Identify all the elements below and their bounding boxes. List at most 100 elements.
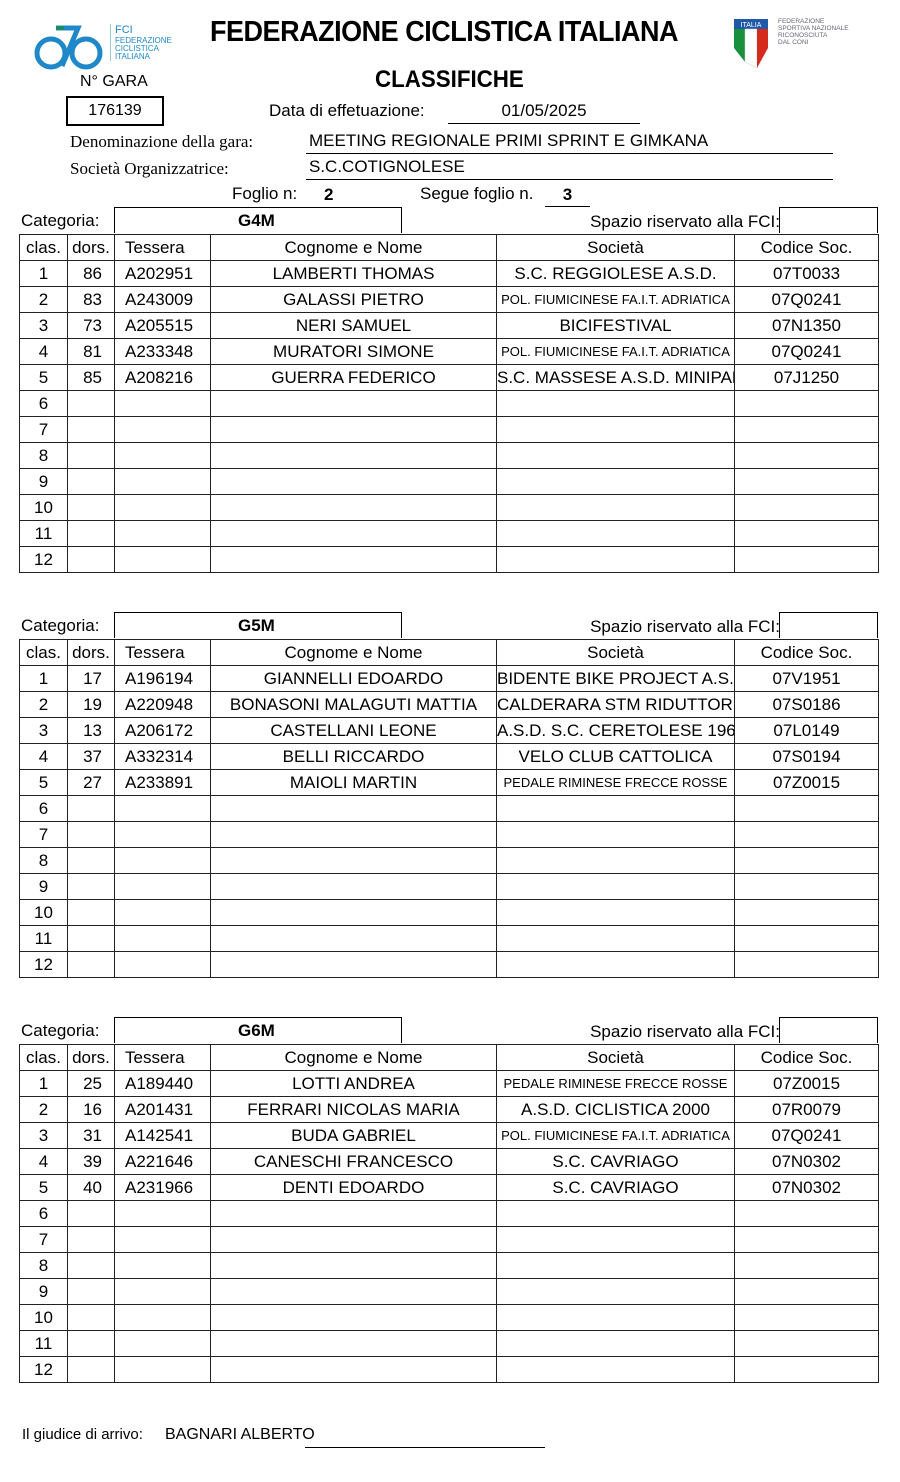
cell-rider-name (210, 1252, 497, 1279)
table-row: 2 19 A220948 BONASONI MALAGUTI MATTIA CALDER… (19, 691, 879, 718)
cell-bib: 85 (67, 364, 115, 391)
cell-license: A231966 (114, 1174, 211, 1201)
table-header: clas. dors. Tessera Cognome e Nome Società Co… (19, 639, 879, 666)
fci-logo (34, 20, 104, 77)
cell-position: 7 (19, 1226, 68, 1253)
cell-position: 9 (19, 873, 68, 900)
table-row: 1 17 A196194 GIANNELLI EDOARDO BIDENTE BIKE … (19, 665, 879, 692)
table-row: 8 (19, 847, 879, 874)
table-row: 12 (19, 546, 879, 573)
cell-team (496, 1252, 735, 1279)
cell-license (114, 1330, 211, 1357)
cell-license: A201431 (114, 1096, 211, 1123)
cell-team: POL. FIUMICINESE FA.I.T. ADRIATICA (496, 1122, 735, 1149)
header-name: Cognome e Nome (210, 234, 497, 261)
cell-team (496, 1278, 735, 1305)
table-row: 2 83 A243009 GALASSI PIETRO POL. FIUMICINESE… (19, 286, 879, 313)
cell-position: 12 (19, 1356, 68, 1383)
cell-rider-name (210, 1278, 497, 1305)
cell-position: 10 (19, 899, 68, 926)
cell-bib (67, 494, 115, 521)
cell-license (114, 390, 211, 417)
cell-team (496, 795, 735, 822)
table-row: 10 (19, 899, 879, 926)
cell-license: A208216 (114, 364, 211, 391)
category-label: Categoria: (21, 616, 100, 635)
cell-position: 4 (19, 743, 68, 770)
cell-position: 8 (19, 442, 68, 469)
cell-team-code: 07N0302 (734, 1148, 879, 1175)
cell-rider-name: LOTTI ANDREA (210, 1070, 497, 1097)
cell-rider-name (210, 390, 497, 417)
cell-position: 5 (19, 1174, 68, 1201)
cell-license (114, 442, 211, 469)
cell-bib: 37 (67, 743, 115, 770)
cell-rider-name (210, 546, 497, 573)
category-section: Categoria: G6M Spazio riservato alla FCI… (19, 1017, 879, 1383)
next-sheet-number: 3 (545, 185, 590, 207)
fci-reserved-box (779, 612, 878, 638)
cell-bib: 19 (67, 691, 115, 718)
cell-team (496, 1356, 735, 1383)
cell-license (114, 951, 211, 978)
gara-number: 176139 (66, 96, 164, 126)
cell-bib: 31 (67, 1122, 115, 1149)
cell-team-code (734, 951, 879, 978)
logo-text: SPORTIVA NAZIONALE (778, 25, 849, 32)
cell-position: 8 (19, 847, 68, 874)
cell-team-code (734, 1304, 879, 1331)
cell-rider-name: MURATORI SIMONE (210, 338, 497, 365)
page-title: FEDERAZIONE CICLISTICA ITALIANA (210, 16, 679, 48)
cell-position: 12 (19, 546, 68, 573)
cell-team-code (734, 416, 879, 443)
logo-text: FCI (115, 24, 133, 36)
header-clas: clas. (19, 639, 68, 666)
cell-rider-name: DENTI EDOARDO (210, 1174, 497, 1201)
cell-position: 4 (19, 338, 68, 365)
cell-license: A233891 (114, 769, 211, 796)
cell-team: A.S.D. S.C. CERETOLESE 1969 (496, 717, 735, 744)
cell-team (496, 416, 735, 443)
cell-rider-name: FERRARI NICOLAS MARIA (210, 1096, 497, 1123)
cell-team (496, 899, 735, 926)
cell-team (496, 494, 735, 521)
cell-license (114, 546, 211, 573)
judge-label: Il giudice di arrivo: (22, 1426, 143, 1443)
table-row: 9 (19, 468, 879, 495)
logo-text: ITALIANA (115, 52, 150, 61)
cell-team-code: 07V1951 (734, 665, 879, 692)
cell-rider-name (210, 520, 497, 547)
table-row: 3 31 A142541 BUDA GABRIEL POL. FIUMICINESE F… (19, 1122, 879, 1149)
cell-license (114, 1356, 211, 1383)
table-header: clas. dors. Tessera Cognome e Nome Società Co… (19, 1044, 879, 1071)
cell-position: 3 (19, 717, 68, 744)
category-box: G6M (114, 1017, 402, 1043)
cell-position: 6 (19, 795, 68, 822)
table-row: 1 86 A202951 LAMBERTI THOMAS S.C. REGGIOLESE… (19, 260, 879, 287)
cell-bib: 25 (67, 1070, 115, 1097)
cell-rider-name (210, 416, 497, 443)
cell-team (496, 1226, 735, 1253)
cell-rider-name (210, 847, 497, 874)
cell-license: A202951 (114, 260, 211, 287)
category-label: Categoria: (21, 211, 100, 230)
cell-rider-name (210, 1330, 497, 1357)
cell-position: 10 (19, 494, 68, 521)
cell-team (496, 847, 735, 874)
cell-bib (67, 468, 115, 495)
date-value: 01/05/2025 (448, 101, 640, 124)
table-row: 12 (19, 1356, 879, 1383)
fci-logo-text: FCI FEDERAZIONE CICLISTICA ITALIANA (110, 24, 172, 61)
cell-license: A142541 (114, 1122, 211, 1149)
cell-bib (67, 873, 115, 900)
cell-bib (67, 546, 115, 573)
category-section: Categoria: G4M Spazio riservato alla FCI… (19, 207, 879, 573)
cell-bib (67, 520, 115, 547)
cell-license (114, 1226, 211, 1253)
cell-position: 11 (19, 925, 68, 952)
logo-text: FEDERAZIONE (778, 18, 825, 25)
header-clas: clas. (19, 1044, 68, 1071)
cell-team-code (734, 468, 879, 495)
table-row: 8 (19, 1252, 879, 1279)
cell-team-code: 07S0194 (734, 743, 879, 770)
